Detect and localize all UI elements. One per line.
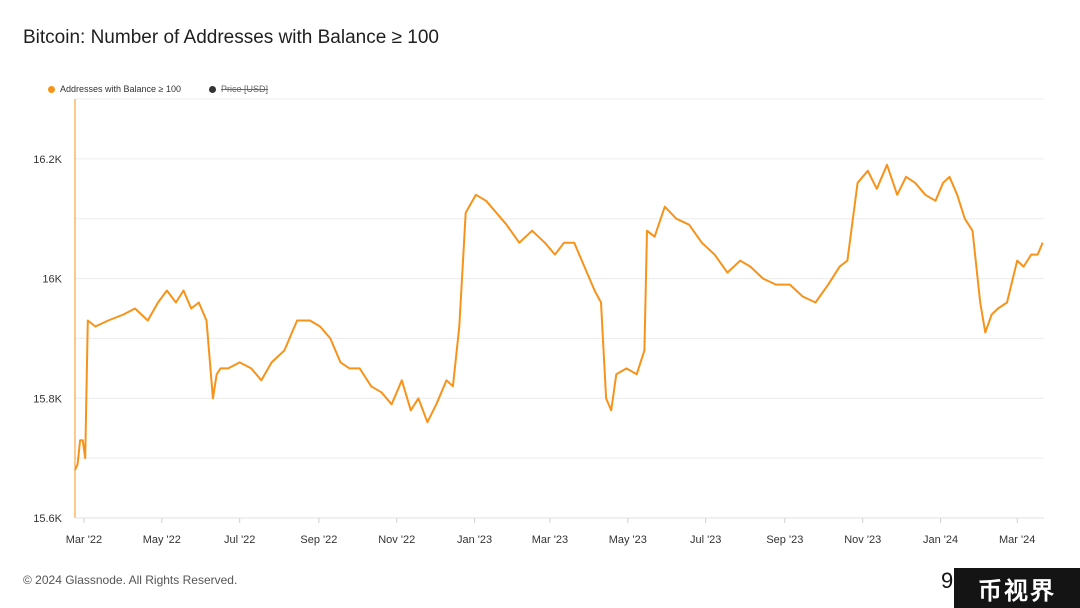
copyright-footer: © 2024 Glassnode. All Rights Reserved. [23,573,238,587]
y-tick-label: 16K [42,274,62,286]
x-tick-label: Nov '22 [378,534,415,546]
legend-label-price: Price [USD] [221,84,269,94]
watermark-partial-text: 9 [941,568,954,593]
x-tick-label: May '23 [609,534,647,546]
y-axis-ticks: 15.6K 15.8K 16K 16.2K [33,154,62,525]
legend-item-addresses[interactable]: Addresses with Balance ≥ 100 [48,84,181,94]
x-tick-label: Mar '24 [999,534,1035,546]
x-tick-label: Mar '22 [66,534,102,546]
legend-item-price[interactable]: Price [USD] [209,84,268,94]
x-axis-ticks: Mar '22 May '22 Jul '22 Sep '22 Nov '22 Jan '… [66,518,1035,546]
x-tick-label: Jan '24 [923,534,958,546]
chart-title: Bitcoin: Number of Addresses with Balanc… [23,27,439,48]
y-tick-label: 15.6K [33,513,62,525]
x-tick-label: Sep '23 [766,534,803,546]
x-tick-label: Jul '22 [224,534,255,546]
legend-dot-addresses [48,85,55,93]
watermark-badge: 币视界 [954,568,1080,608]
y-tick-label: 16.2K [33,154,62,166]
x-tick-label: May '22 [143,534,181,546]
x-tick-label: Jul '23 [690,534,721,546]
legend-label-addresses: Addresses with Balance ≥ 100 [60,84,182,94]
x-tick-label: Mar '23 [532,534,568,546]
y-tick-label: 15.8K [33,393,62,405]
legend-dot-price [209,85,217,93]
series-line-addresses [74,163,1044,471]
chart-legend: Addresses with Balance ≥ 100 Price [USD] [48,84,268,94]
x-tick-label: Jan '23 [457,534,492,546]
x-tick-label: Sep '22 [300,534,337,546]
grid-lines [75,98,1044,459]
x-tick-label: Nov '23 [844,534,881,546]
